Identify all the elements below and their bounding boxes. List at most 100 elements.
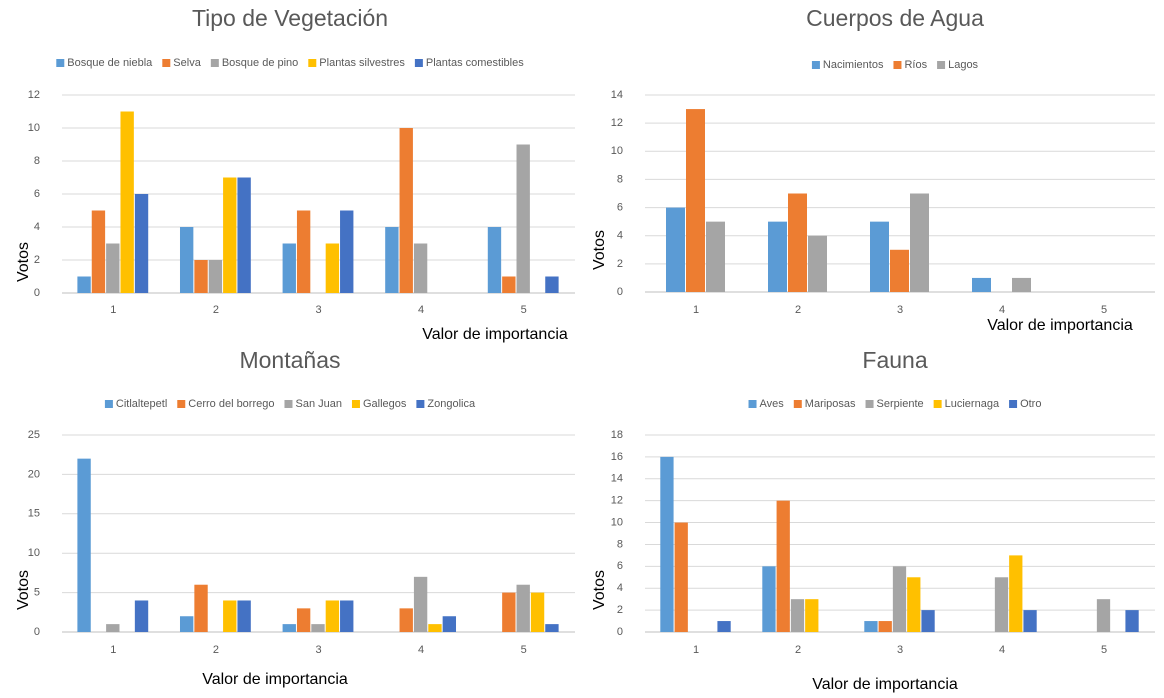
- bar: [788, 193, 807, 292]
- legend-swatch: [210, 59, 219, 67]
- bar: [106, 624, 120, 632]
- bar: [340, 210, 354, 293]
- bar: [502, 276, 516, 293]
- x-tick-label: 4: [999, 644, 1005, 656]
- bar: [921, 610, 935, 632]
- legend-label: Otro: [1020, 398, 1041, 410]
- x-tick-label: 2: [213, 304, 219, 316]
- bar: [237, 177, 251, 293]
- y-tick-label: 20: [28, 468, 40, 480]
- x-tick-label: 5: [1101, 644, 1107, 656]
- bar: [686, 109, 705, 292]
- bar: [674, 522, 688, 632]
- legend-swatch: [351, 400, 360, 408]
- x-axis-label: Valor de importancia: [422, 326, 568, 343]
- bar: [399, 608, 413, 632]
- x-tick-label: 1: [110, 304, 116, 316]
- bar: [706, 221, 725, 292]
- bar: [502, 592, 516, 632]
- bar: [1096, 599, 1111, 632]
- legend-label: Luciernaga: [945, 398, 1000, 410]
- y-axis-label: Votos: [591, 230, 608, 270]
- legend: Citlaltepetl Cerro del borrego San Juan Gal…: [104, 398, 476, 410]
- bar: [296, 210, 311, 293]
- chart-title: Montañas: [239, 347, 340, 373]
- bar: [442, 616, 457, 632]
- legend-label: Nacimientos: [823, 59, 884, 71]
- legend-swatch: [162, 59, 171, 67]
- x-tick-label: 3: [315, 644, 321, 656]
- legend-swatch: [1009, 400, 1018, 408]
- bar: [179, 227, 194, 293]
- bar: [325, 600, 340, 632]
- legend-swatch: [414, 59, 423, 67]
- bar: [768, 221, 787, 292]
- legend-swatch: [284, 400, 293, 408]
- legend: Bosque de niebla Selva Bosque de pino Plant…: [56, 57, 524, 69]
- bar: [790, 599, 805, 632]
- y-tick-label: 0: [34, 287, 40, 299]
- bar: [660, 456, 674, 632]
- y-tick-label: 10: [28, 122, 40, 134]
- y-tick-label: 12: [28, 89, 40, 101]
- bar: [545, 624, 559, 632]
- y-tick-label: 6: [34, 188, 40, 200]
- bar: [223, 600, 237, 632]
- x-tick-label: 1: [693, 304, 699, 316]
- bar: [282, 243, 296, 293]
- bar: [194, 260, 208, 293]
- y-tick-label: 6: [617, 201, 623, 213]
- x-tick-label: 1: [110, 644, 116, 656]
- y-tick-label: 0: [617, 286, 623, 298]
- bar: [413, 243, 428, 293]
- legend-label: Gallegos: [363, 398, 407, 410]
- bar: [892, 566, 907, 632]
- bar: [91, 210, 106, 293]
- legend-label: Plantas silvestres: [319, 57, 405, 69]
- bar: [487, 227, 502, 293]
- bar: [516, 144, 530, 293]
- x-tick-label: 1: [693, 644, 699, 656]
- legend: Nacimientos Ríos Lagos: [811, 59, 979, 71]
- bar: [296, 608, 311, 632]
- bar: [717, 621, 731, 632]
- x-tick-label: 3: [897, 644, 903, 656]
- bar: [1023, 610, 1037, 632]
- x-tick-label: 2: [795, 644, 801, 656]
- legend: Aves Mariposas Serpiente Luciernaga Otro: [748, 398, 1041, 410]
- bar: [1009, 555, 1023, 632]
- x-tick-label: 5: [1101, 304, 1107, 316]
- y-tick-label: 16: [611, 451, 623, 463]
- legend-swatch: [748, 400, 757, 408]
- legend-swatch: [177, 400, 186, 408]
- chart-title: Tipo de Vegetación: [192, 5, 388, 31]
- legend-swatch: [56, 59, 65, 67]
- legend-label: Citlaltepetl: [116, 398, 167, 410]
- bar: [910, 193, 929, 292]
- legend-label: Plantas comestibles: [426, 57, 524, 69]
- x-tick-label: 4: [418, 644, 424, 656]
- y-tick-label: 10: [611, 516, 623, 528]
- y-tick-label: 8: [617, 173, 623, 185]
- legend-label: Bosque de pino: [222, 57, 298, 69]
- chart-title: Fauna: [862, 347, 927, 373]
- x-tick-label: 4: [999, 304, 1005, 316]
- y-axis-label: Votos: [15, 242, 32, 282]
- legend-swatch: [793, 400, 802, 408]
- bar: [994, 577, 1009, 632]
- bar: [1125, 610, 1139, 632]
- y-axis-label: Votos: [15, 570, 32, 610]
- x-tick-label: 3: [315, 304, 321, 316]
- bar: [776, 500, 790, 632]
- x-tick-label: 3: [897, 304, 903, 316]
- legend-swatch: [893, 61, 902, 69]
- legend-label: Selva: [173, 57, 201, 69]
- bar: [399, 128, 413, 293]
- x-tick-label: 5: [521, 304, 527, 316]
- legend-swatch: [416, 400, 425, 408]
- y-tick-label: 10: [611, 145, 623, 157]
- y-tick-label: 8: [34, 155, 40, 167]
- bar: [1012, 277, 1031, 292]
